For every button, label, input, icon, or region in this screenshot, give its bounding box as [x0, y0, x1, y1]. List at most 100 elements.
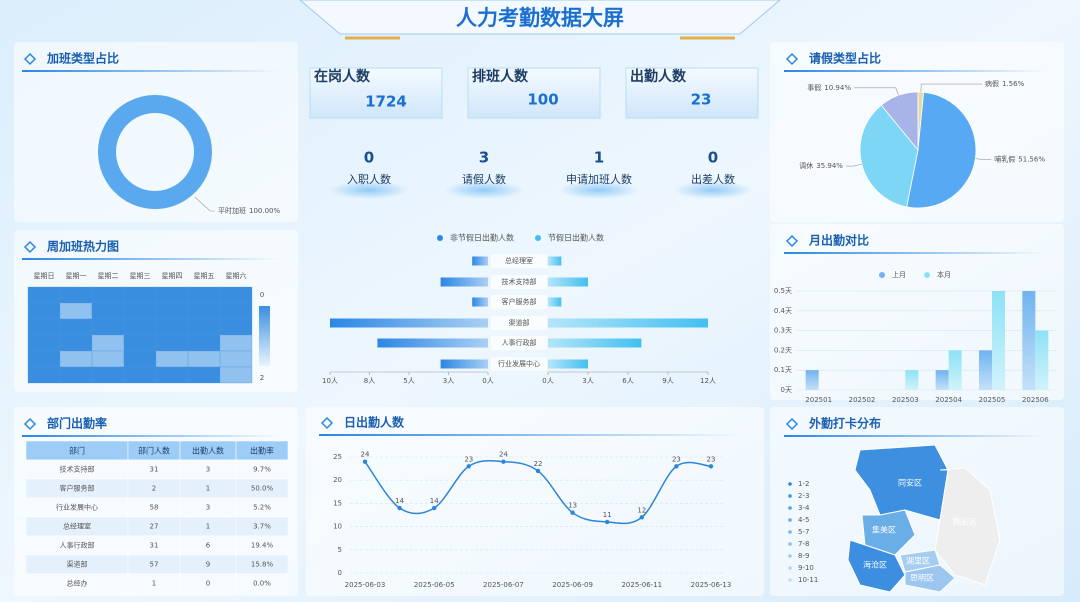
legend-marker [788, 494, 792, 498]
pie-slice [859, 104, 919, 208]
legend-label: 5-7 [798, 528, 809, 536]
legend-marker [879, 272, 885, 278]
x-tick-label: 5人 [403, 377, 414, 385]
bar [805, 370, 819, 390]
legend-marker [924, 272, 930, 278]
page-title: 人力考勤数据大屏 [456, 6, 624, 30]
bar [548, 318, 708, 328]
panel-title: 请假类型占比 [809, 51, 881, 66]
heat-cell [155, 334, 189, 352]
panel [14, 42, 298, 222]
pie-value-label: 51.56% [1018, 156, 1045, 164]
visual-map-label: 2 [260, 374, 264, 382]
legend-label: 4-5 [798, 516, 809, 524]
legend-marker [788, 506, 792, 510]
label-line [194, 196, 215, 212]
stat-value: 3 [479, 149, 489, 167]
panel-title: 周加班热力图 [47, 239, 119, 254]
point [362, 459, 368, 464]
title-icon [320, 416, 334, 430]
legend-label: 非节假日出勤人数 [450, 233, 514, 243]
x-tick-label: 6人 [622, 377, 633, 385]
title-underline [784, 435, 1046, 437]
legend-label: 本月 [937, 270, 951, 279]
table-cell-text: 31 [150, 542, 159, 550]
pie-value-label: 1.56% [1002, 80, 1025, 88]
stat-glow [673, 181, 753, 199]
region-label: 同安区 [898, 478, 922, 488]
x-tick-label: 3人 [582, 377, 593, 385]
bar [905, 370, 919, 390]
legend-marker [788, 530, 792, 534]
bar [548, 256, 562, 266]
kpi-value: 100 [527, 91, 558, 109]
pie-value-label: 10.94% [824, 84, 851, 92]
heat-cell [123, 302, 157, 320]
title-underline [784, 70, 1046, 72]
kpi-label: 排班人数 [472, 68, 529, 85]
x-tick-label: 星期四 [162, 272, 183, 280]
category-box [491, 316, 547, 330]
point [639, 515, 644, 520]
stat-glow [559, 181, 639, 199]
table-cell-text: 5.2% [253, 504, 271, 512]
table-cell-text: 1 [152, 580, 156, 588]
x-tick-label: 202503 [892, 396, 919, 404]
table-cell-text: 3 [206, 466, 210, 474]
title-underline [319, 434, 746, 436]
kpi-label: 在岗人数 [314, 68, 371, 85]
table-header: 出勤率 [250, 446, 274, 456]
pie-label: 哺乳假 [994, 155, 1015, 164]
y-tick-label: 15 [333, 499, 342, 507]
stat-label: 申请加班人数 [566, 173, 632, 186]
point [605, 519, 610, 525]
x-tick-label: 2025-06-03 [345, 581, 386, 589]
x-tick-label: 9人 [662, 377, 673, 385]
stat-value: 0 [364, 149, 374, 167]
table-cell-text: 1 [206, 485, 210, 493]
title-icon [23, 240, 37, 254]
data-label: 14 [395, 497, 404, 505]
y-tick-label: 0.1天 [774, 366, 792, 374]
heat-cell [27, 318, 61, 336]
table-cell-text: 9 [206, 561, 210, 569]
y-tick-label: 客户服务部 [502, 297, 537, 306]
x-tick-label: 202505 [979, 396, 1006, 404]
heat-cell [27, 334, 61, 352]
bar [1022, 291, 1036, 390]
table-cell-text: 0 [206, 580, 210, 588]
category-box [491, 275, 547, 289]
point [674, 464, 679, 469]
region-label: 集美区 [872, 525, 896, 535]
point [501, 459, 506, 464]
legend-label: 10-11 [798, 576, 818, 584]
bar [330, 318, 488, 328]
heat-cell [123, 366, 157, 384]
table-cell-text: 57 [150, 561, 159, 569]
heat-cell [155, 286, 189, 304]
heat-cell [219, 366, 253, 384]
table-cell [235, 573, 289, 594]
pie-label: 病假 [985, 79, 999, 88]
y-tick-label: 0.3天 [774, 327, 792, 335]
x-tick-label: 2025-06-09 [552, 581, 593, 589]
heat-cell [91, 318, 125, 336]
y-tick-label: 0 [338, 569, 342, 577]
panel-title: 部门出勤率 [47, 416, 107, 431]
heat-cell [91, 334, 125, 352]
heat-cell [27, 286, 61, 304]
table-cell-text: 1 [206, 523, 210, 531]
heat-cell [155, 366, 189, 384]
heat-cell [59, 366, 93, 384]
legend-marker [437, 235, 443, 241]
legend-label: 9-10 [798, 564, 814, 572]
map-region [934, 467, 1001, 586]
x-tick-label: 星期六 [226, 271, 247, 280]
x-tick-label: 星期五 [194, 272, 215, 280]
table-cell-text: 3.7% [253, 523, 271, 531]
panel-titles: 加班类型占比 周加班热力图 部门出勤率 请假类型占比 月出勤对比 外勤打卡分布 … [46, 51, 881, 431]
legend-marker [788, 566, 792, 570]
data-label: 23 [464, 455, 473, 463]
